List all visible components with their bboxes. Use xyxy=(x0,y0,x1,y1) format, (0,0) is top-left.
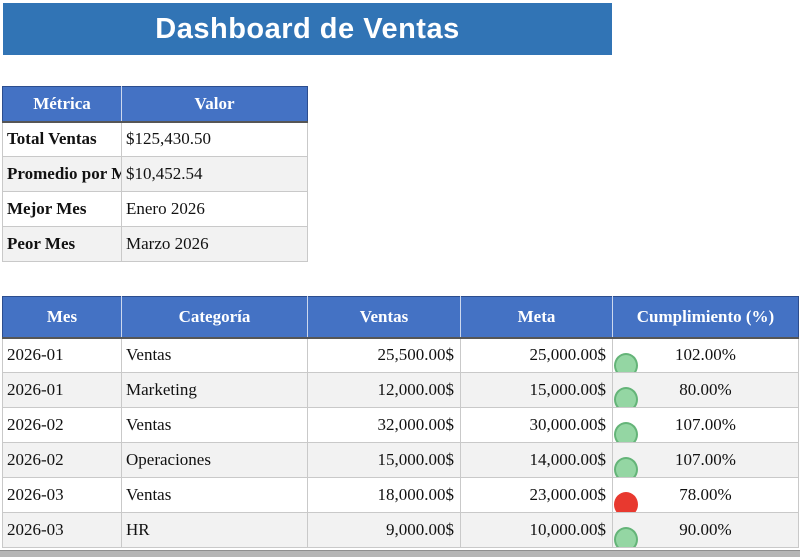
metric-value-total-ventas[interactable]: $125,430.50 xyxy=(121,121,308,157)
sales-data-table: Mes Categoría Ventas Meta Cumplimiento (… xyxy=(2,296,799,548)
table-row: 2026-03 HR 9,000.00$ 10,000.00$ 90.00% xyxy=(2,512,799,548)
metrics-header-metrica[interactable]: Métrica xyxy=(2,86,122,123)
cell-meta[interactable]: 10,000.00$ xyxy=(460,512,613,548)
cell-ventas[interactable]: 25,500.00$ xyxy=(307,337,461,373)
cell-mes[interactable]: 2026-02 xyxy=(2,442,122,478)
status-circle-icon xyxy=(614,387,638,407)
table-row: 2026-02 Ventas 32,000.00$ 30,000.00$ 107… xyxy=(2,407,799,443)
table-row: 2026-02 Operaciones 15,000.00$ 14,000.00… xyxy=(2,442,799,478)
bottom-gray-strip xyxy=(0,550,800,557)
table-row: Total Ventas $125,430.50 xyxy=(2,121,308,157)
cell-cumplimiento[interactable]: 90.00% xyxy=(612,512,799,548)
cumplimiento-value: 102.00% xyxy=(675,345,736,365)
metrics-header-row: Métrica Valor xyxy=(2,86,308,123)
cell-categoria[interactable]: HR xyxy=(121,512,308,548)
cumplimiento-value: 90.00% xyxy=(679,520,732,539)
metric-label-promedio[interactable]: Promedio por Mes xyxy=(2,156,122,192)
status-circle-icon xyxy=(614,422,638,442)
metric-value-peor-mes[interactable]: Marzo 2026 xyxy=(121,226,308,262)
cell-cumplimiento[interactable]: 107.00% xyxy=(612,442,799,478)
cell-ventas[interactable]: 32,000.00$ xyxy=(307,407,461,443)
cell-categoria[interactable]: Ventas xyxy=(121,337,308,373)
status-circle-icon xyxy=(614,527,638,547)
cell-cumplimiento[interactable]: 107.00% xyxy=(612,407,799,443)
cell-meta[interactable]: 30,000.00$ xyxy=(460,407,613,443)
metric-label-peor-mes[interactable]: Peor Mes xyxy=(2,226,122,262)
header-categoria[interactable]: Categoría xyxy=(121,296,308,339)
page-title: Dashboard de Ventas xyxy=(155,12,460,45)
header-cumplimiento[interactable]: Cumplimiento (%) xyxy=(612,296,799,339)
metric-value-promedio[interactable]: $10,452.54 xyxy=(121,156,308,192)
metrics-table: Métrica Valor Total Ventas $125,430.50 P… xyxy=(2,86,308,262)
dashboard-title-bar: Dashboard de Ventas xyxy=(3,3,612,55)
table-row: Mejor Mes Enero 2026 xyxy=(2,191,308,227)
cell-meta[interactable]: 14,000.00$ xyxy=(460,442,613,478)
table-row: 2026-01 Marketing 12,000.00$ 15,000.00$ … xyxy=(2,372,799,408)
cell-meta[interactable]: 25,000.00$ xyxy=(460,337,613,373)
status-circle-icon xyxy=(614,457,638,477)
cumplimiento-value: 107.00% xyxy=(675,450,736,469)
cell-ventas[interactable]: 12,000.00$ xyxy=(307,372,461,408)
metrics-header-valor[interactable]: Valor xyxy=(121,86,308,123)
cumplimiento-value: 80.00% xyxy=(679,380,732,399)
cell-cumplimiento[interactable]: 80.00% xyxy=(612,372,799,408)
cumplimiento-value: 107.00% xyxy=(675,415,736,434)
cell-ventas[interactable]: 9,000.00$ xyxy=(307,512,461,548)
table-row: Promedio por Mes $10,452.54 xyxy=(2,156,308,192)
table-row: 2026-01 Ventas 25,500.00$ 25,000.00$ 102… xyxy=(2,337,799,373)
cell-categoria[interactable]: Marketing xyxy=(121,372,308,408)
cell-categoria[interactable]: Operaciones xyxy=(121,442,308,478)
cell-mes[interactable]: 2026-01 xyxy=(2,372,122,408)
status-circle-icon xyxy=(614,492,638,512)
metric-value-mejor-mes[interactable]: Enero 2026 xyxy=(121,191,308,227)
cell-ventas[interactable]: 15,000.00$ xyxy=(307,442,461,478)
cell-mes[interactable]: 2026-03 xyxy=(2,477,122,513)
header-ventas[interactable]: Ventas xyxy=(307,296,461,339)
metric-label-total-ventas[interactable]: Total Ventas xyxy=(2,121,122,157)
metric-label-mejor-mes[interactable]: Mejor Mes xyxy=(2,191,122,227)
status-circle-icon xyxy=(614,352,638,372)
table-row: 2026-03 Ventas 18,000.00$ 23,000.00$ 78.… xyxy=(2,477,799,513)
table-row: Peor Mes Marzo 2026 xyxy=(2,226,308,262)
cell-categoria[interactable]: Ventas xyxy=(121,407,308,443)
cumplimiento-value: 78.00% xyxy=(679,485,732,504)
cell-cumplimiento[interactable]: 78.00% xyxy=(612,477,799,513)
cell-ventas[interactable]: 18,000.00$ xyxy=(307,477,461,513)
header-mes[interactable]: Mes xyxy=(2,296,122,339)
cell-meta[interactable]: 23,000.00$ xyxy=(460,477,613,513)
cell-cumplimiento[interactable]: 102.00% xyxy=(612,337,799,373)
cell-meta[interactable]: 15,000.00$ xyxy=(460,372,613,408)
main-header-row: Mes Categoría Ventas Meta Cumplimiento (… xyxy=(2,296,799,339)
cell-mes[interactable]: 2026-03 xyxy=(2,512,122,548)
cell-mes[interactable]: 2026-02 xyxy=(2,407,122,443)
header-meta[interactable]: Meta xyxy=(460,296,613,339)
cell-mes[interactable]: 2026-01 xyxy=(2,337,122,373)
cell-categoria[interactable]: Ventas xyxy=(121,477,308,513)
